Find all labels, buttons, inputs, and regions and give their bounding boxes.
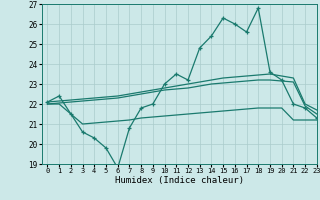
X-axis label: Humidex (Indice chaleur): Humidex (Indice chaleur): [115, 176, 244, 185]
